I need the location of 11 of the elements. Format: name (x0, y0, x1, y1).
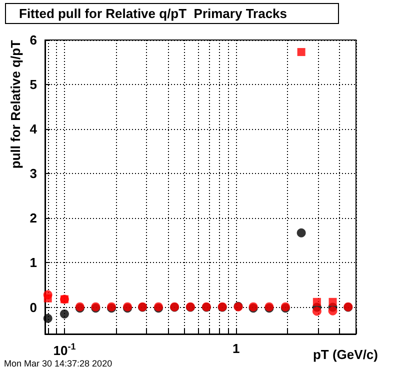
y-tick-label: 4 (30, 122, 38, 137)
y-tick-label: 2 (30, 210, 37, 226)
y-tick-label: 3 (30, 166, 37, 182)
chart-title: Fitted pull for Relative q/pT Primary Tracks (19, 6, 288, 21)
text: Mon Mar 30 14:37:28 2020 (4, 358, 112, 368)
y-axis-title: pull for Relative q/pT (8, 40, 23, 169)
y-tick-label: 6 (30, 32, 37, 48)
y-tick-label: 0 (30, 300, 37, 315)
y-tick-label: 5 (30, 77, 37, 92)
x-axis-title: pT (GeV/c) (312, 347, 378, 362)
y-tick-label: 1 (30, 255, 37, 270)
